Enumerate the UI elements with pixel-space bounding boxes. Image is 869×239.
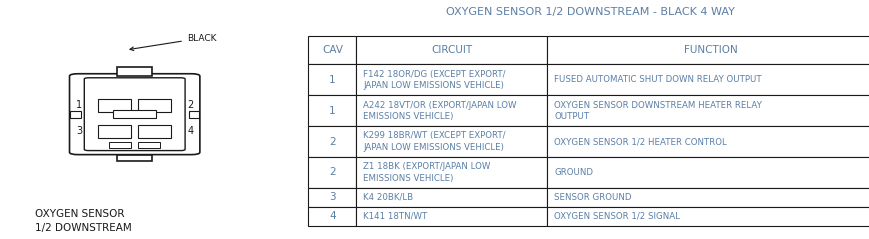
- Bar: [113, 110, 156, 119]
- Bar: [117, 67, 152, 76]
- Text: Z1 18BK (EXPORT/JAPAN LOW
EMISSIONS VEHICLE): Z1 18BK (EXPORT/JAPAN LOW EMISSIONS VEHI…: [363, 163, 491, 183]
- Text: 4: 4: [187, 126, 194, 136]
- Text: 2: 2: [329, 136, 335, 147]
- Bar: [109, 142, 131, 148]
- Bar: [308, 207, 356, 226]
- Text: CAV: CAV: [322, 45, 343, 55]
- Text: K141 18TN/WT: K141 18TN/WT: [363, 212, 428, 221]
- Bar: [356, 188, 547, 207]
- Text: CIRCUIT: CIRCUIT: [431, 45, 473, 55]
- Text: OXYGEN SENSOR 1/2 HEATER CONTROL: OXYGEN SENSOR 1/2 HEATER CONTROL: [554, 137, 727, 146]
- Bar: [547, 64, 869, 95]
- Bar: [308, 157, 356, 188]
- FancyBboxPatch shape: [84, 78, 185, 151]
- Text: 2: 2: [329, 168, 335, 178]
- Bar: [117, 155, 152, 161]
- Text: FUSED AUTOMATIC SHUT DOWN RELAY OUTPUT: FUSED AUTOMATIC SHUT DOWN RELAY OUTPUT: [554, 75, 762, 84]
- Text: 4: 4: [329, 212, 335, 222]
- Bar: [308, 95, 356, 126]
- Bar: [356, 95, 547, 126]
- Text: GROUND: GROUND: [554, 168, 594, 177]
- Text: OXYGEN SENSOR 1/2 DOWNSTREAM - BLACK 4 WAY: OXYGEN SENSOR 1/2 DOWNSTREAM - BLACK 4 W…: [447, 7, 735, 17]
- Bar: [547, 126, 869, 157]
- FancyBboxPatch shape: [70, 74, 200, 155]
- Bar: [138, 125, 171, 138]
- Bar: [98, 99, 131, 112]
- Bar: [547, 95, 869, 126]
- Text: BLACK: BLACK: [130, 33, 216, 51]
- Bar: [356, 157, 547, 188]
- Text: SENSOR GROUND: SENSOR GROUND: [554, 193, 632, 202]
- Bar: [356, 207, 547, 226]
- Bar: [308, 36, 356, 64]
- Text: OXYGEN SENSOR
1/2 DOWNSTREAM: OXYGEN SENSOR 1/2 DOWNSTREAM: [35, 209, 131, 233]
- Text: 2: 2: [187, 100, 194, 110]
- Bar: [138, 99, 171, 112]
- Bar: [98, 125, 131, 138]
- Bar: [308, 188, 356, 207]
- Bar: [308, 126, 356, 157]
- Bar: [189, 111, 199, 118]
- Bar: [70, 111, 81, 118]
- Text: A242 18VT/OR (EXPORT/JAPAN LOW
EMISSIONS VEHICLE): A242 18VT/OR (EXPORT/JAPAN LOW EMISSIONS…: [363, 101, 517, 121]
- Text: F142 18OR/DG (EXCEPT EXPORT/
JAPAN LOW EMISSIONS VEHICLE): F142 18OR/DG (EXCEPT EXPORT/ JAPAN LOW E…: [363, 70, 506, 90]
- Bar: [547, 207, 869, 226]
- Text: OXYGEN SENSOR 1/2 SIGNAL: OXYGEN SENSOR 1/2 SIGNAL: [554, 212, 680, 221]
- Text: 3: 3: [329, 192, 335, 202]
- Bar: [308, 64, 356, 95]
- Bar: [547, 188, 869, 207]
- Text: K299 18BR/WT (EXCEPT EXPORT/
JAPAN LOW EMISSIONS VEHICLE): K299 18BR/WT (EXCEPT EXPORT/ JAPAN LOW E…: [363, 131, 506, 152]
- Text: K4 20BK/LB: K4 20BK/LB: [363, 193, 414, 202]
- Bar: [138, 142, 160, 148]
- Text: 1: 1: [76, 100, 83, 110]
- Text: 3: 3: [76, 126, 83, 136]
- Bar: [547, 36, 869, 64]
- Text: FUNCTION: FUNCTION: [684, 45, 737, 55]
- Text: 1: 1: [329, 106, 335, 116]
- Text: OXYGEN SENSOR DOWNSTREAM HEATER RELAY
OUTPUT: OXYGEN SENSOR DOWNSTREAM HEATER RELAY OU…: [554, 101, 762, 121]
- Bar: [356, 36, 547, 64]
- Bar: [356, 126, 547, 157]
- Bar: [547, 157, 869, 188]
- Text: 1: 1: [329, 75, 335, 85]
- Bar: [356, 64, 547, 95]
